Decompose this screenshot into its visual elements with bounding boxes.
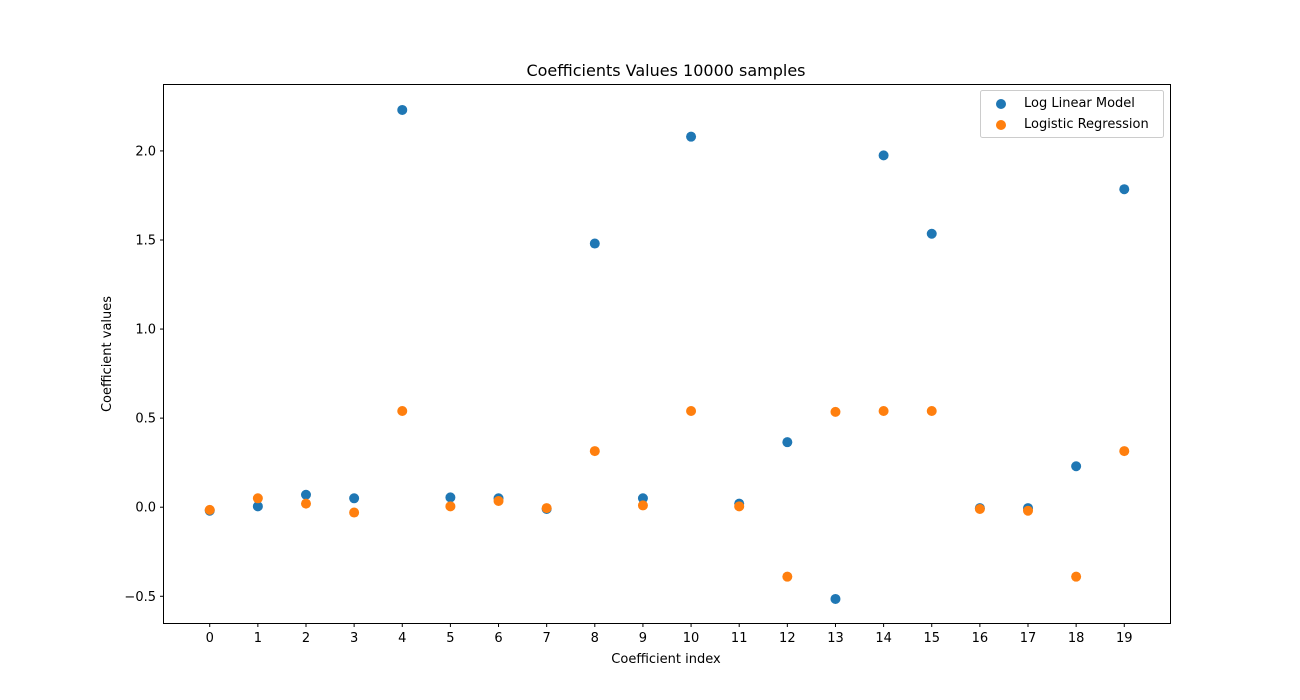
data-point (445, 492, 456, 503)
data-point (782, 571, 793, 582)
x-tick-label: 11 (731, 631, 748, 646)
data-point (1119, 184, 1130, 195)
data-point (445, 501, 456, 512)
legend-label-log-linear-model: Log Linear Model (1024, 96, 1135, 111)
y-tick-label: 1.0 (135, 323, 156, 338)
data-point (734, 501, 745, 512)
x-tick-label: 17 (1020, 631, 1037, 646)
data-point (349, 507, 360, 518)
data-point (1071, 571, 1082, 582)
data-point (589, 446, 600, 457)
data-point (397, 104, 408, 115)
x-tick-label: 9 (639, 631, 647, 646)
data-point (589, 238, 600, 249)
data-point (1119, 446, 1130, 457)
x-tick-label: 2 (302, 631, 310, 646)
x-tick-label: 8 (591, 631, 599, 646)
x-tick-label: 0 (206, 631, 214, 646)
data-point (878, 150, 889, 161)
data-point (252, 493, 263, 504)
y-axis: −0.5 0.0 0.5 1.0 1.5 2.0 (124, 144, 164, 605)
data-point (926, 228, 937, 239)
x-tick-label: 18 (1068, 631, 1085, 646)
x-tick-label: 15 (923, 631, 940, 646)
y-tick-label: 2.0 (135, 144, 156, 159)
x-axis: 0 1 2 3 4 5 6 7 8 9 10 11 12 13 14 15 16 17 18 19 (206, 623, 1133, 646)
data-point (397, 406, 408, 417)
x-tick-label: 10 (683, 631, 700, 646)
data-point (541, 503, 552, 514)
x-tick-label: 19 (1116, 631, 1133, 646)
data-point (926, 406, 937, 417)
x-tick-label: 12 (779, 631, 796, 646)
series-logistic-regression (204, 406, 1130, 582)
data-point (830, 593, 841, 604)
legend-frame (980, 90, 1164, 138)
data-point (686, 131, 697, 142)
legend-marker-logistic-regression (996, 120, 1006, 130)
data-point (349, 493, 360, 504)
chart-title: Coefficients Values 10000 samples (526, 61, 805, 80)
x-tick-label: 4 (398, 631, 406, 646)
x-tick-label: 13 (827, 631, 844, 646)
y-tick-label: 1.5 (135, 233, 156, 248)
series-log-linear-model (204, 104, 1130, 604)
legend: Log Linear Model Logistic Regression (980, 90, 1164, 138)
data-point (974, 503, 985, 514)
x-axis-label: Coefficient index (611, 652, 721, 667)
data-point (300, 489, 311, 500)
data-point (686, 406, 697, 417)
data-point (493, 495, 504, 506)
y-axis-label: Coefficient values (100, 296, 115, 412)
plot-frame (163, 84, 1171, 624)
x-tick-label: 14 (875, 631, 892, 646)
x-tick-label: 7 (543, 631, 551, 646)
plot-area (204, 104, 1130, 604)
data-point (830, 406, 841, 417)
legend-marker-log-linear-model (996, 99, 1006, 109)
y-tick-label: 0.0 (135, 501, 156, 516)
data-point (300, 498, 311, 509)
data-point (1071, 461, 1082, 472)
x-tick-label: 1 (254, 631, 262, 646)
x-tick-label: 6 (494, 631, 502, 646)
data-point (637, 493, 648, 504)
data-point (637, 500, 648, 511)
data-point (878, 406, 889, 417)
x-tick-label: 5 (446, 631, 454, 646)
data-point (204, 504, 215, 515)
data-point (782, 437, 793, 448)
data-point (252, 501, 263, 512)
legend-label-logistic-regression: Logistic Regression (1024, 117, 1149, 132)
y-tick-label: −0.5 (124, 590, 156, 605)
x-tick-label: 3 (350, 631, 358, 646)
x-tick-label: 16 (972, 631, 989, 646)
y-tick-label: 0.5 (135, 412, 156, 427)
data-point (1023, 505, 1034, 516)
